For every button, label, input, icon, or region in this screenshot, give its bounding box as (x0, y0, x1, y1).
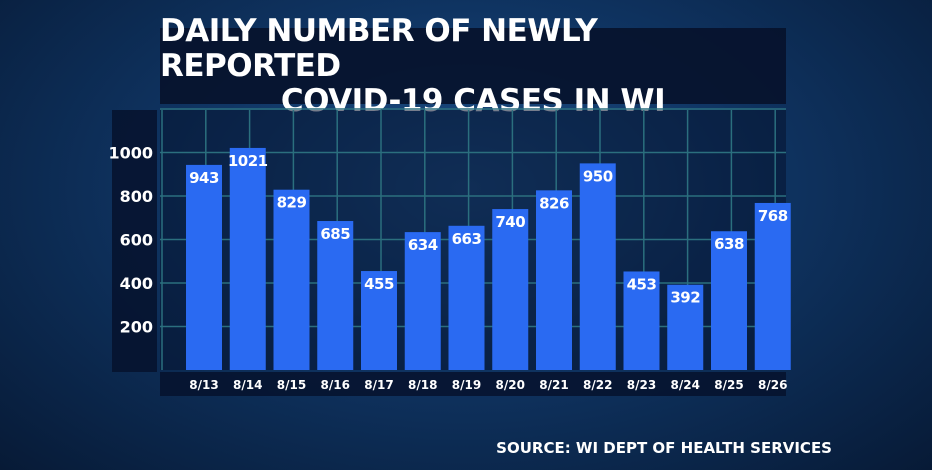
x-tick-label: 8/24 (671, 378, 700, 392)
data-label: 392 (670, 289, 700, 307)
data-label: 455 (364, 275, 394, 293)
bar-8/14 (229, 147, 266, 370)
y-tick-label: 800 (120, 187, 153, 206)
bar-8/17 (361, 271, 397, 370)
data-label: 685 (320, 225, 350, 243)
x-tick-label: 8/23 (627, 378, 656, 392)
x-tick-label: 8/18 (408, 378, 437, 392)
x-tick-label: 8/25 (714, 378, 743, 392)
y-tick-label: 200 (120, 318, 153, 337)
bar-8/19 (448, 225, 485, 370)
bar-8/23 (623, 271, 660, 370)
y-tick-label: 600 (120, 231, 153, 250)
data-label: 950 (583, 167, 613, 185)
bar-8/20 (492, 209, 529, 370)
chart-title: DAILY NUMBER OF NEWLY REPORTED COVID-19 … (160, 13, 786, 118)
bar-8/21 (536, 190, 572, 370)
data-label: 638 (714, 235, 744, 253)
x-tick-label: 8/14 (233, 378, 262, 392)
data-label: 1021 (228, 152, 268, 170)
data-label: 768 (758, 207, 788, 225)
bar-8/26 (754, 202, 791, 370)
x-tick-label: 8/19 (452, 378, 481, 392)
bar-8/18 (404, 232, 441, 370)
x-tick-label: 8/22 (583, 378, 612, 392)
bar-8/16 (317, 221, 354, 370)
data-label: 829 (277, 194, 307, 212)
x-tick-label: 8/26 (758, 378, 787, 392)
x-tick-label: 8/15 (277, 378, 306, 392)
x-axis-strip (160, 372, 786, 396)
bar-8/24 (667, 284, 704, 370)
y-tick-label: 400 (120, 274, 153, 293)
x-tick-label: 8/17 (364, 378, 393, 392)
x-tick-label: 8/13 (189, 378, 218, 392)
data-label: 943 (189, 169, 219, 187)
y-tick-label: 1000 (108, 144, 153, 163)
x-tick-label: 8/21 (539, 378, 568, 392)
bar-8/25 (711, 231, 747, 370)
data-label: 634 (408, 236, 438, 254)
x-tick-label: 8/16 (321, 378, 350, 392)
data-label: 826 (539, 194, 569, 212)
data-label: 663 (452, 230, 482, 248)
y-axis-panel (112, 110, 157, 372)
bar-8/22 (579, 163, 616, 370)
source-note: SOURCE: WI DEPT OF HEALTH SERVICES (496, 439, 832, 457)
x-tick-label: 8/20 (496, 378, 525, 392)
bar-8/13 (186, 164, 222, 370)
data-label: 740 (495, 213, 525, 231)
title-line-1: DAILY NUMBER OF NEWLY REPORTED (160, 12, 598, 84)
data-label: 453 (627, 275, 657, 293)
bar-8/15 (273, 189, 310, 370)
